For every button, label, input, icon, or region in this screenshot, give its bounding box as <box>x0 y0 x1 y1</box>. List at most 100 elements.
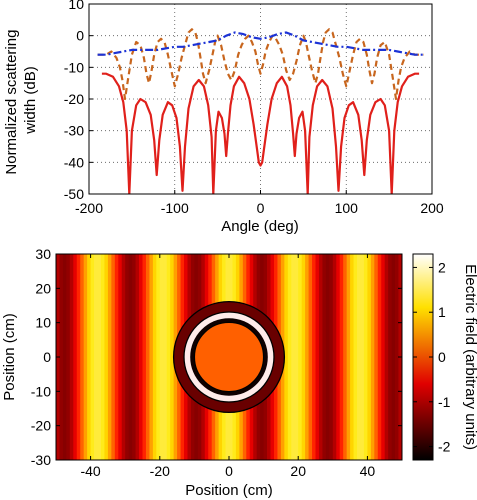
heatmap-column <box>388 254 393 460</box>
bottom-y-axis-label: Position (cm) <box>1 313 18 401</box>
inner-disk <box>194 322 264 392</box>
heatmap-column <box>132 254 136 460</box>
top-chart: -200 -100 0 100 200 100 -10 -20 -30 -40 -50 Angle… <box>3 0 444 235</box>
heatmap-column <box>76 254 81 460</box>
heatmap-column <box>291 254 296 460</box>
top-x-axis-label: Angle (deg) <box>221 218 299 235</box>
boundary-circle <box>183 311 275 403</box>
heatmap-column <box>111 254 116 460</box>
bottom-y-tick-label: -30 <box>31 452 51 468</box>
heatmap-column <box>90 254 95 460</box>
heatmap-column <box>312 254 316 460</box>
top-y-tick-label: -30 <box>64 123 84 139</box>
heatmap-column <box>298 254 303 460</box>
bottom-y-tick-label: 0 <box>43 349 51 365</box>
top-y-tick-label: -20 <box>64 91 84 107</box>
top-series-group <box>97 28 424 194</box>
heatmap-column <box>367 254 372 460</box>
heatmap-column <box>301 254 306 460</box>
top-y-axis-label: Normalized scattering width (dB) <box>3 25 39 174</box>
bottom-x-axis-label: Position (cm) <box>185 482 273 499</box>
heatmap-column <box>104 254 109 460</box>
boundary-circle <box>193 321 265 393</box>
heatmap-column <box>308 254 313 460</box>
top-x-tick-label: 100 <box>335 200 359 216</box>
heatmap-column <box>97 254 102 460</box>
heatmap-column <box>114 254 119 460</box>
colorbar-tick-label: 0 <box>438 349 446 365</box>
bottom-x-tick-label: -40 <box>80 463 100 479</box>
heatmap-column <box>62 254 67 460</box>
heatmap-column <box>339 254 344 460</box>
top-y-tick-label: -50 <box>64 186 84 202</box>
heatmap-column <box>332 254 337 460</box>
heatmap-column <box>121 254 126 460</box>
heatmap-column <box>166 254 171 460</box>
heatmap-column <box>69 254 74 460</box>
heatmap-column <box>350 254 354 460</box>
top-y-tick-label: -10 <box>64 59 84 75</box>
bottom-y-tick-label: -10 <box>31 383 51 399</box>
heatmap-column <box>381 254 386 460</box>
heatmap-column <box>80 254 85 460</box>
bottom-y-tick-label: 10 <box>35 315 51 331</box>
series-line-dashed <box>97 28 424 101</box>
top-y-tick-label: 0 <box>76 28 84 44</box>
heatmap-column <box>391 254 396 460</box>
colorbar-tick-label: -2 <box>438 439 451 455</box>
heatmap-column <box>287 254 292 460</box>
heatmap-column <box>66 254 71 460</box>
heatmap-column <box>156 254 161 460</box>
top-x-ticks: -200 -100 0 100 200 <box>75 190 444 216</box>
heatmap-column <box>125 254 130 460</box>
heatmap-column <box>370 254 375 460</box>
heatmap-column <box>145 254 150 460</box>
bottom-y-tick-label: 20 <box>35 280 51 296</box>
top-x-tick-label: -100 <box>161 200 189 216</box>
heatmap-column <box>107 254 112 460</box>
heatmap-column <box>315 254 320 460</box>
heatmap-column <box>305 254 309 460</box>
colorbar <box>413 254 433 460</box>
heatmap-column <box>363 254 368 460</box>
heatmap-column <box>163 254 168 460</box>
heatmap-column <box>135 254 140 460</box>
top-x-tick-label: -200 <box>75 200 103 216</box>
heatmap-column <box>374 254 379 460</box>
top-y-tick-label: -40 <box>64 154 84 170</box>
heatmap-column <box>318 254 323 460</box>
bottom-x-tick-label: 40 <box>360 463 376 479</box>
colorbar-tick-label: 1 <box>438 304 446 320</box>
heatmap-column <box>346 254 351 460</box>
colorbar-ticks: 2 1 0 -1 -2 <box>413 259 451 455</box>
heatmap-column <box>384 254 389 460</box>
heatmap-column <box>329 254 334 460</box>
heatmap-column <box>149 254 154 460</box>
colorbar-tick-label: 2 <box>438 259 446 275</box>
series-line-dashdot <box>97 31 424 56</box>
heatmap-column <box>159 254 164 460</box>
series-line-solid <box>101 72 420 194</box>
heatmap-column <box>353 254 358 460</box>
heatmap-column <box>377 254 382 460</box>
heatmap-column <box>322 254 327 460</box>
heatmap-column <box>100 254 105 460</box>
colorbar-label: Electric field (arbitrary units) <box>462 264 477 450</box>
top-x-tick-label: 0 <box>257 200 265 216</box>
heatmap-column <box>128 254 133 460</box>
bottom-x-ticks: -40 -20 0 20 40 <box>80 254 375 479</box>
heatmap-column <box>152 254 157 460</box>
heatmap-column <box>360 254 365 460</box>
bottom-y-tick-label: 30 <box>35 246 51 262</box>
heatmap-column <box>87 254 91 460</box>
top-x-tick-label: 200 <box>420 200 444 216</box>
top-y-ticks: 10 0 -10 -20 -30 -40 -50 <box>64 0 93 202</box>
heatmap-column <box>294 254 299 460</box>
bottom-y-ticks: 30 20 10 0 -10 -20 -30 <box>31 246 402 468</box>
boundary-circle <box>172 300 286 414</box>
top-y-axis-label-line2: width (dB) <box>22 66 39 135</box>
heatmap-column <box>94 254 98 460</box>
bottom-x-tick-label: 0 <box>225 463 233 479</box>
